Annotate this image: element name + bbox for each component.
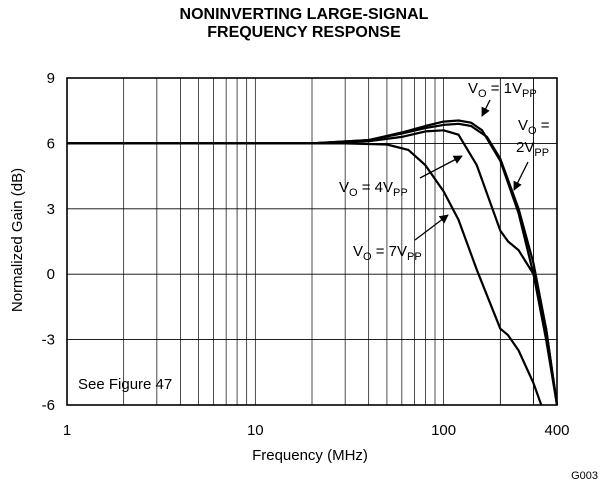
figure-id-label: G003	[571, 470, 598, 482]
arrow-1vpp	[481, 99, 491, 117]
x-tick-label: 10	[247, 422, 264, 439]
x-tick-label: 1	[63, 422, 71, 439]
x-tick-label: 400	[544, 422, 569, 439]
series-line-3	[67, 129, 559, 406]
data-series	[67, 119, 559, 406]
tick-labels: 9 6 3 0 -3 -6 1 10 100 400	[42, 70, 570, 439]
arrow-7vpp	[414, 214, 449, 241]
arrow-2vpp	[513, 161, 529, 191]
series-annotations: VO = 1VPP VO =2VPP VO = 4VPP VO = 7VPP	[339, 80, 550, 263]
series-line-4	[67, 142, 543, 406]
chart-title-line-1: NONINVERTING LARGE-SIGNAL	[179, 6, 429, 23]
chart-title-line-2: FREQUENCY RESPONSE	[207, 24, 401, 41]
series-label-1vpp: VO = 1VPP	[468, 80, 537, 100]
y-tick-label: 3	[47, 201, 55, 218]
y-tick-label: -6	[42, 397, 55, 414]
x-axis-label: Frequency (MHz)	[252, 447, 368, 464]
plot-frame	[66, 77, 558, 406]
arrow-4vpp	[419, 155, 463, 179]
series-label-4vpp: VO = 4VPP	[339, 179, 408, 199]
series-label-2vpp-line2: 2VPP	[516, 139, 549, 159]
figure-reference-note: See Figure 47	[78, 376, 172, 393]
y-tick-label: 6	[47, 135, 55, 152]
series-line-2	[67, 122, 559, 406]
y-axis-label: Normalized Gain (dB)	[9, 168, 26, 312]
series-label-7vpp: VO = 7VPP	[353, 243, 422, 263]
y-tick-label: -3	[42, 332, 55, 349]
x-tick-label: 100	[431, 422, 456, 439]
grid	[67, 78, 557, 405]
y-tick-label: 0	[47, 266, 55, 283]
y-tick-label: 9	[47, 70, 55, 87]
series-label-2vpp-line1: VO =	[518, 117, 550, 137]
